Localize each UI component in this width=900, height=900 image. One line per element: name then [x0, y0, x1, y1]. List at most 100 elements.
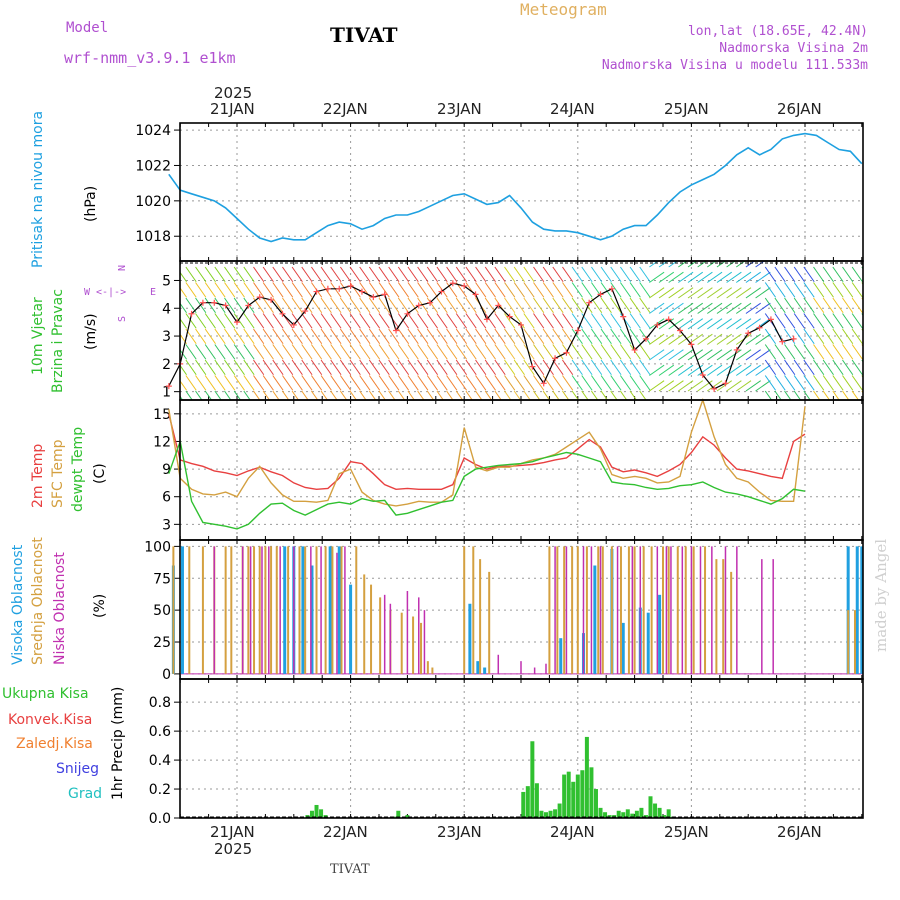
wind-barb: [301, 375, 313, 391]
mid-cloud-bar: [370, 584, 373, 674]
wind-gust-mark: [415, 302, 422, 309]
wind-barb: [784, 282, 796, 298]
wind-barb: [407, 297, 419, 314]
wind-barb: [214, 359, 226, 376]
model-label: Model: [66, 20, 109, 36]
wind-barb: [282, 328, 294, 345]
wind-barb: [446, 282, 458, 298]
low-cloud-bar: [711, 546, 713, 674]
wind-barb: [204, 297, 216, 314]
wind-gust-mark: [188, 310, 195, 317]
wind-barb: [446, 297, 458, 314]
wind-barb: [793, 266, 805, 283]
wind-barb: [600, 266, 612, 283]
wind-barb: [455, 375, 467, 391]
wind-barb: [784, 313, 796, 329]
wind-barb: [678, 349, 694, 361]
wind-barb: [388, 313, 400, 329]
wind-gust-mark: [540, 380, 547, 387]
wind-barb: [455, 359, 467, 376]
precip-bar: [553, 809, 558, 818]
wind-barb: [262, 344, 274, 360]
mid-cloud-bar: [730, 571, 733, 674]
panel-bg: [180, 261, 863, 400]
wind-barb: [397, 313, 410, 329]
wind-barb: [571, 390, 580, 400]
wind-barb: [784, 344, 796, 360]
wind-barb: [446, 375, 458, 391]
wind-barb: [707, 318, 723, 330]
wind-barb: [687, 287, 704, 299]
wind-barb: [542, 344, 554, 360]
wind-barb: [707, 261, 717, 268]
low-cloud-bar: [279, 546, 281, 674]
top-date-22: 22JAN: [323, 100, 368, 118]
high-cloud-bar: [658, 594, 662, 674]
low-cloud-bar: [690, 546, 693, 674]
wind-barb: [793, 375, 805, 391]
wind-barb: [417, 375, 429, 391]
wind-barb: [475, 359, 487, 376]
high-cloud-bar: [328, 546, 332, 674]
low-cloud-bar: [599, 546, 602, 674]
wind-barb: [484, 359, 496, 376]
wind-barb: [359, 375, 371, 391]
wind-barb: [426, 266, 439, 283]
precip-bar: [562, 774, 567, 818]
wind-barb: [513, 266, 525, 283]
y-tick-label: 6: [162, 490, 171, 506]
wind-barb: [301, 282, 313, 298]
low-cloud-bar: [344, 546, 346, 674]
wind-gust-mark: [313, 288, 320, 295]
compass-e: E: [150, 287, 157, 298]
wind-barb: [649, 287, 665, 299]
wind-barb: [185, 375, 197, 391]
wind-barb: [180, 302, 187, 314]
wind-barb: [446, 313, 458, 329]
bottom-date-24: 24JAN: [550, 823, 595, 841]
low-cloud-bar: [520, 661, 522, 674]
wind-barb: [707, 271, 723, 283]
wind-gust-mark: [393, 327, 400, 334]
wind-barb: [813, 297, 825, 314]
mid-cloud-bar: [253, 546, 256, 674]
wind-barb: [745, 287, 761, 299]
wind-barb: [339, 266, 352, 283]
wind-barb: [803, 282, 815, 298]
mid-cloud-bar: [172, 546, 175, 674]
wind-barb: [764, 297, 776, 314]
wind-barb: [378, 328, 390, 345]
wind-barb: [562, 344, 574, 360]
wind-barb: [504, 282, 516, 298]
y-tick-label: 75: [153, 571, 171, 587]
wind-barb: [755, 261, 766, 268]
wind-barb: [639, 297, 651, 314]
wind-barb: [707, 287, 723, 299]
mid-cloud-bar: [847, 610, 850, 674]
wind-gust-mark: [234, 319, 240, 326]
wind-gust-mark: [211, 299, 218, 306]
wind-barb: [649, 380, 665, 392]
wind-barb: [243, 390, 251, 400]
wind-barb: [446, 328, 458, 345]
wind-barb: [842, 390, 850, 400]
wind-gust-mark: [427, 299, 434, 306]
wind-barb: [658, 271, 675, 283]
bottom-date-21: 21JAN: [210, 823, 255, 841]
precip-bar: [621, 812, 626, 818]
wind-barb: [282, 344, 294, 360]
legend-snow: Snijeg: [56, 761, 100, 777]
wind-barb: [697, 261, 708, 268]
wind-barb: [542, 266, 554, 283]
wind-barb: [513, 297, 525, 314]
wind-barb: [407, 375, 419, 391]
wind-barb: [842, 297, 854, 314]
wind-barb: [851, 282, 863, 298]
wind-barb: [687, 302, 704, 314]
wind-barb: [697, 302, 713, 314]
wind-barb: [707, 302, 723, 314]
wind-barb: [639, 375, 651, 391]
wind-barb: [407, 344, 419, 360]
wind-barb: [745, 318, 761, 330]
panel-bg: [180, 123, 863, 261]
